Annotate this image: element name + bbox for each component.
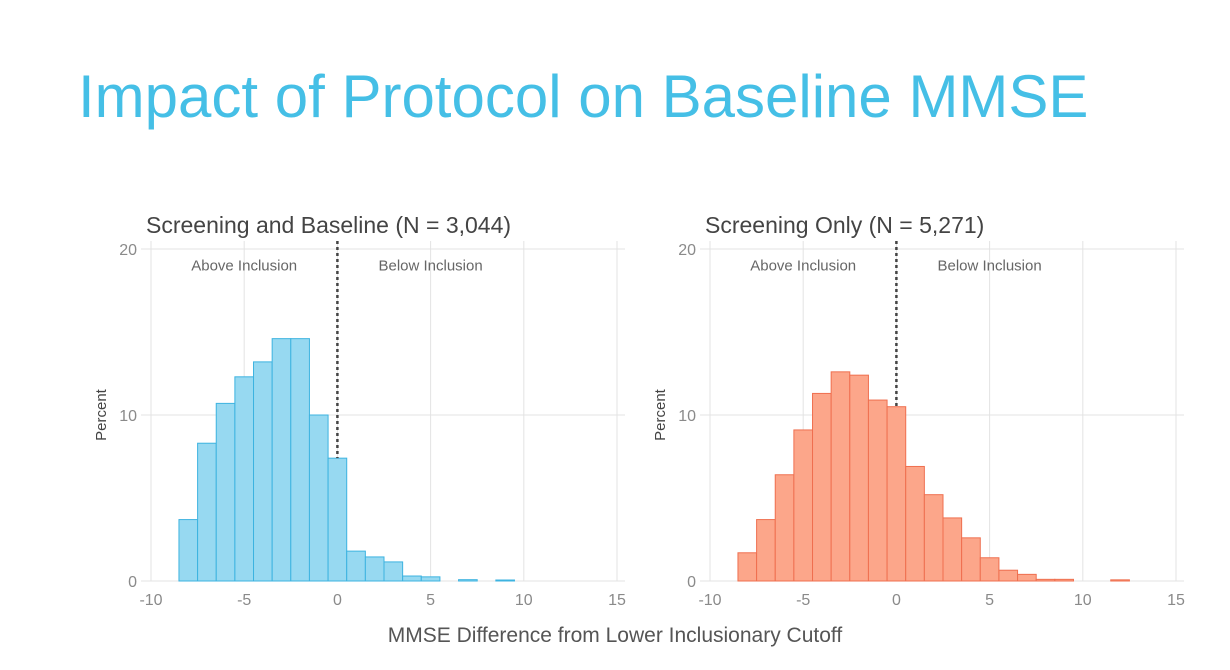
histogram-bar [308,414,329,582]
x-tick-label: -5 [237,592,251,609]
histogram-bar [737,552,758,582]
histogram-bar [793,429,814,582]
histogram-bar [383,561,404,582]
x-tick-label: 15 [1167,592,1185,609]
panel-title: Screening Only (N = 5,271) [705,212,984,238]
x-tick-label: -10 [139,592,162,609]
histogram-bar [812,392,832,582]
histogram-bar [197,442,217,582]
histogram-bar [346,550,366,582]
histogram-bar [1054,578,1074,582]
histogram-bar [458,579,478,582]
x-tick-label: 10 [1074,592,1092,609]
histogram-bar [290,338,310,582]
histogram-bar [253,361,273,582]
slide-title: Impact of Protocol on Baseline MMSE [78,63,1089,130]
y-axis-label: Percent [652,388,669,441]
x-tick-label: -10 [698,592,721,609]
histogram-bar [1017,573,1037,582]
y-tick-label: 20 [119,242,137,259]
below-inclusion-label: Below Inclusion [378,258,482,275]
y-tick-label: 10 [678,408,696,425]
x-tick-label: 0 [892,592,901,609]
x-tick-label: 10 [515,592,533,609]
histogram-bar [756,519,776,582]
below-inclusion-label: Below Inclusion [937,258,1041,275]
histogram-bar [271,338,292,582]
histogram-bar [215,402,236,582]
y-tick-label: 0 [687,574,696,591]
x-tick-label: -5 [796,592,810,609]
histogram-bar [327,457,348,582]
x-tick-label: 5 [985,592,994,609]
histogram-bar [979,557,1000,582]
histogram-bar [923,494,944,582]
histogram-bar [402,575,422,582]
y-tick-label: 10 [119,408,137,425]
histogram-bar [420,576,441,582]
x-tick-label: 0 [333,592,342,609]
shared-x-axis-label: MMSE Difference from Lower Inclusionary … [387,624,843,647]
panel-title: Screening and Baseline (N = 3,044) [146,212,511,238]
histogram-bar [495,579,515,582]
x-tick-label: 5 [426,592,435,609]
histogram-bar [1110,579,1130,582]
above-inclusion-label: Above Inclusion [191,258,297,275]
histogram-bar [364,556,385,582]
histogram-bar [905,465,925,582]
x-tick-label: 15 [608,592,626,609]
histogram-bar [830,371,851,582]
y-tick-label: 20 [678,242,696,259]
histogram-bar [998,569,1019,582]
histogram-bar [849,374,869,582]
above-inclusion-label: Above Inclusion [750,258,856,275]
histogram-bar [774,474,795,582]
histogram-bar [942,517,963,582]
y-tick-label: 0 [128,574,137,591]
histogram-bar [867,399,888,582]
y-axis-label: Percent [93,388,110,441]
histogram-bar [1035,578,1056,582]
histogram-bar [178,519,199,582]
histogram-bar [961,537,981,582]
histogram-bar [886,406,907,582]
histogram-bar [234,376,255,582]
